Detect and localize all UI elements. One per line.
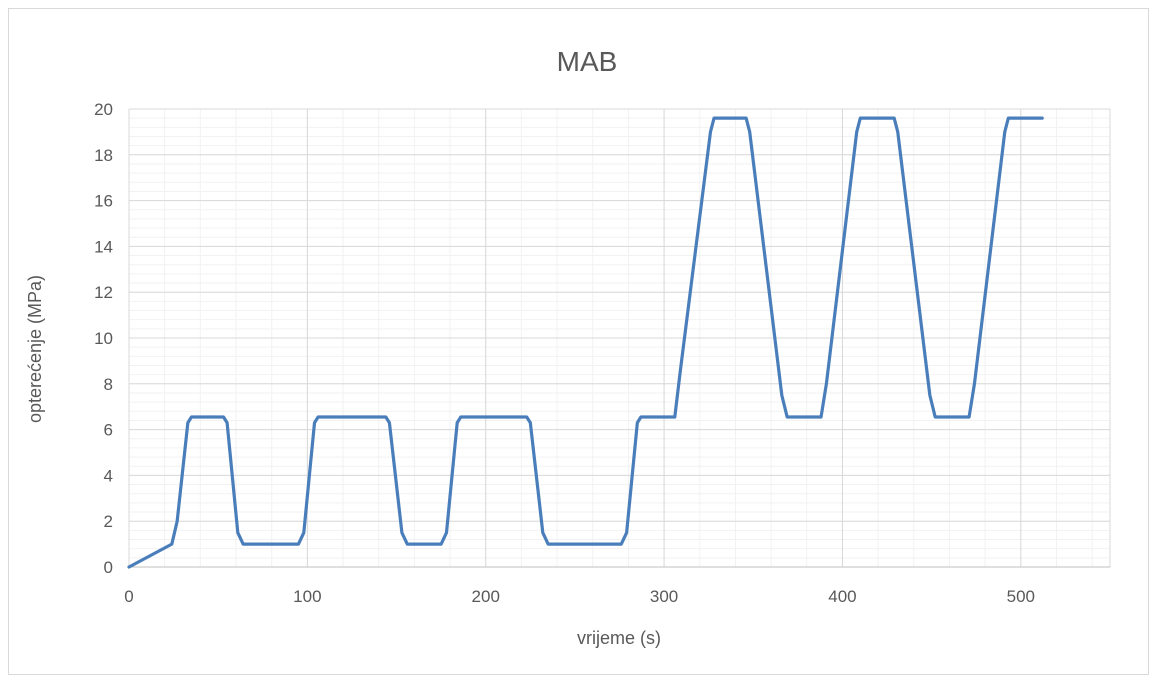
y-tick-label: 0: [104, 558, 113, 577]
y-axis-label: opterećenje (MPa): [25, 275, 45, 423]
major-gridlines: [128, 108, 1111, 568]
chart-frame: MAB 0 2 4 6 8 10 12 14 16 18 20 0 100 200 300 400 500 v…: [8, 8, 1149, 675]
series-line: [127, 116, 1044, 569]
x-tick-label: 0: [124, 587, 133, 606]
x-axis-label: vrijeme (s): [577, 628, 661, 648]
x-tick-label: 400: [828, 587, 856, 606]
y-tick-label: 8: [104, 375, 113, 394]
y-tick-labels: 0 2 4 6 8 10 12 14 16 18 20: [94, 100, 113, 577]
x-tick-label: 100: [293, 587, 321, 606]
y-tick-label: 18: [94, 146, 113, 165]
y-tick-label: 12: [94, 283, 113, 302]
y-tick-label: 10: [94, 329, 113, 348]
y-tick-label: 2: [104, 512, 113, 531]
y-tick-label: 14: [94, 237, 113, 256]
y-tick-label: 16: [94, 192, 113, 211]
chart-title: MAB: [557, 46, 618, 77]
x-tick-label: 300: [650, 587, 678, 606]
y-tick-label: 20: [94, 100, 113, 119]
x-tick-labels: 0 100 200 300 400 500: [124, 587, 1035, 606]
y-tick-label: 6: [104, 421, 113, 440]
series-layer: [127, 116, 1044, 569]
x-tick-label: 500: [1007, 587, 1035, 606]
y-tick-label: 4: [104, 466, 113, 485]
chart-svg: MAB 0 2 4 6 8 10 12 14 16 18 20 0 100 200 300 400 500 v…: [25, 46, 1111, 648]
x-tick-label: 200: [472, 587, 500, 606]
